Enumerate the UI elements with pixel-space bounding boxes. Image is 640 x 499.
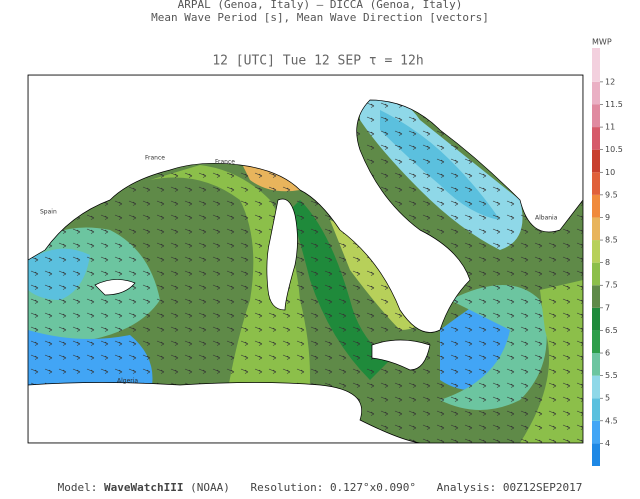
colorbar-segment <box>592 285 600 308</box>
colorbar-segment <box>592 420 600 444</box>
map: France France Spain Algeria Albania <box>28 75 583 443</box>
colorbar-tick-label: 6.5 <box>605 326 618 335</box>
colorbar-segment <box>592 307 600 331</box>
place-label: France <box>215 159 235 166</box>
colorbar-tick-label: 12 <box>605 77 615 86</box>
colorbar-tick-label: 7.5 <box>605 281 618 290</box>
place-label: France <box>145 155 165 162</box>
place-label: Spain <box>40 209 57 216</box>
footer-text: Analysis: 00Z12SEP2017 <box>437 481 583 494</box>
colorbar-tick-label: 6 <box>605 349 610 358</box>
footer-text: Resolution: 0.127°x0.090° <box>250 481 416 494</box>
land <box>28 75 583 333</box>
colorbar-segment <box>592 81 600 105</box>
colorbar-tick-label: 9 <box>605 213 610 222</box>
footer-text: WaveWatchIII <box>104 481 183 494</box>
colorbar-tick-label: 8.5 <box>605 236 618 245</box>
colorbar-tick-label: 7 <box>605 303 610 312</box>
island <box>371 339 431 371</box>
colorbar-segment <box>592 330 600 354</box>
colorbar-segment <box>592 149 600 173</box>
colorbar-tick-label: 9.5 <box>605 190 618 199</box>
colorbar-tick-label: 4.5 <box>605 416 618 425</box>
colorbar-segment <box>592 240 600 263</box>
colorbar-segment <box>592 48 600 82</box>
colorbar-segment <box>592 353 600 376</box>
colorbar-tick-label: 4 <box>605 439 610 448</box>
place-label: Algeria <box>117 378 138 385</box>
colorbar-segment <box>592 398 600 421</box>
header-line: Mean Wave Period [s], Mean Wave Directio… <box>151 11 489 24</box>
footer-text: (NOAA) <box>190 481 230 494</box>
footer-text: Model: <box>58 481 98 494</box>
colorbar-tick-label: 11.5 <box>605 100 623 109</box>
colorbar-segment <box>592 262 600 286</box>
island <box>94 279 136 296</box>
colorbar-segment <box>592 127 600 150</box>
island <box>266 198 298 311</box>
colorbar-tick-label: 10 <box>605 168 615 177</box>
colorbar-tick-label: 8 <box>605 258 610 267</box>
colorbar-tick-label: 5 <box>605 394 610 403</box>
colorbar-segment <box>592 104 600 128</box>
colorbar-label: MWP <box>592 38 612 47</box>
footer: Model: WaveWatchIII (NOAA) Resolution: 0… <box>58 481 583 494</box>
colorbar-segment <box>592 217 600 241</box>
header-line: ARPAL (Genoa, Italy) – DICCA (Genoa, Ita… <box>178 0 463 11</box>
colorbar-tick-label: 11 <box>605 123 615 132</box>
land <box>28 382 421 443</box>
colorbar-segment <box>592 172 600 195</box>
timestamp: 12 [UTC] Tue 12 SEP τ = 12h <box>212 54 423 69</box>
colorbar-segment <box>592 443 600 466</box>
colorbar-tick-label: 5.5 <box>605 371 618 380</box>
map-frame <box>27 74 584 444</box>
colorbar-segment <box>592 194 600 218</box>
place-label: Albania <box>535 215 558 222</box>
colorbar-tick-label: 10.5 <box>605 145 623 154</box>
colorbar-segment <box>592 375 600 399</box>
colorbar: MWP 4 4.5 5 5.5 6 6.5 7 7.5 8 8.5 9 9.5 10 10.5 11 11.5… <box>592 38 623 466</box>
